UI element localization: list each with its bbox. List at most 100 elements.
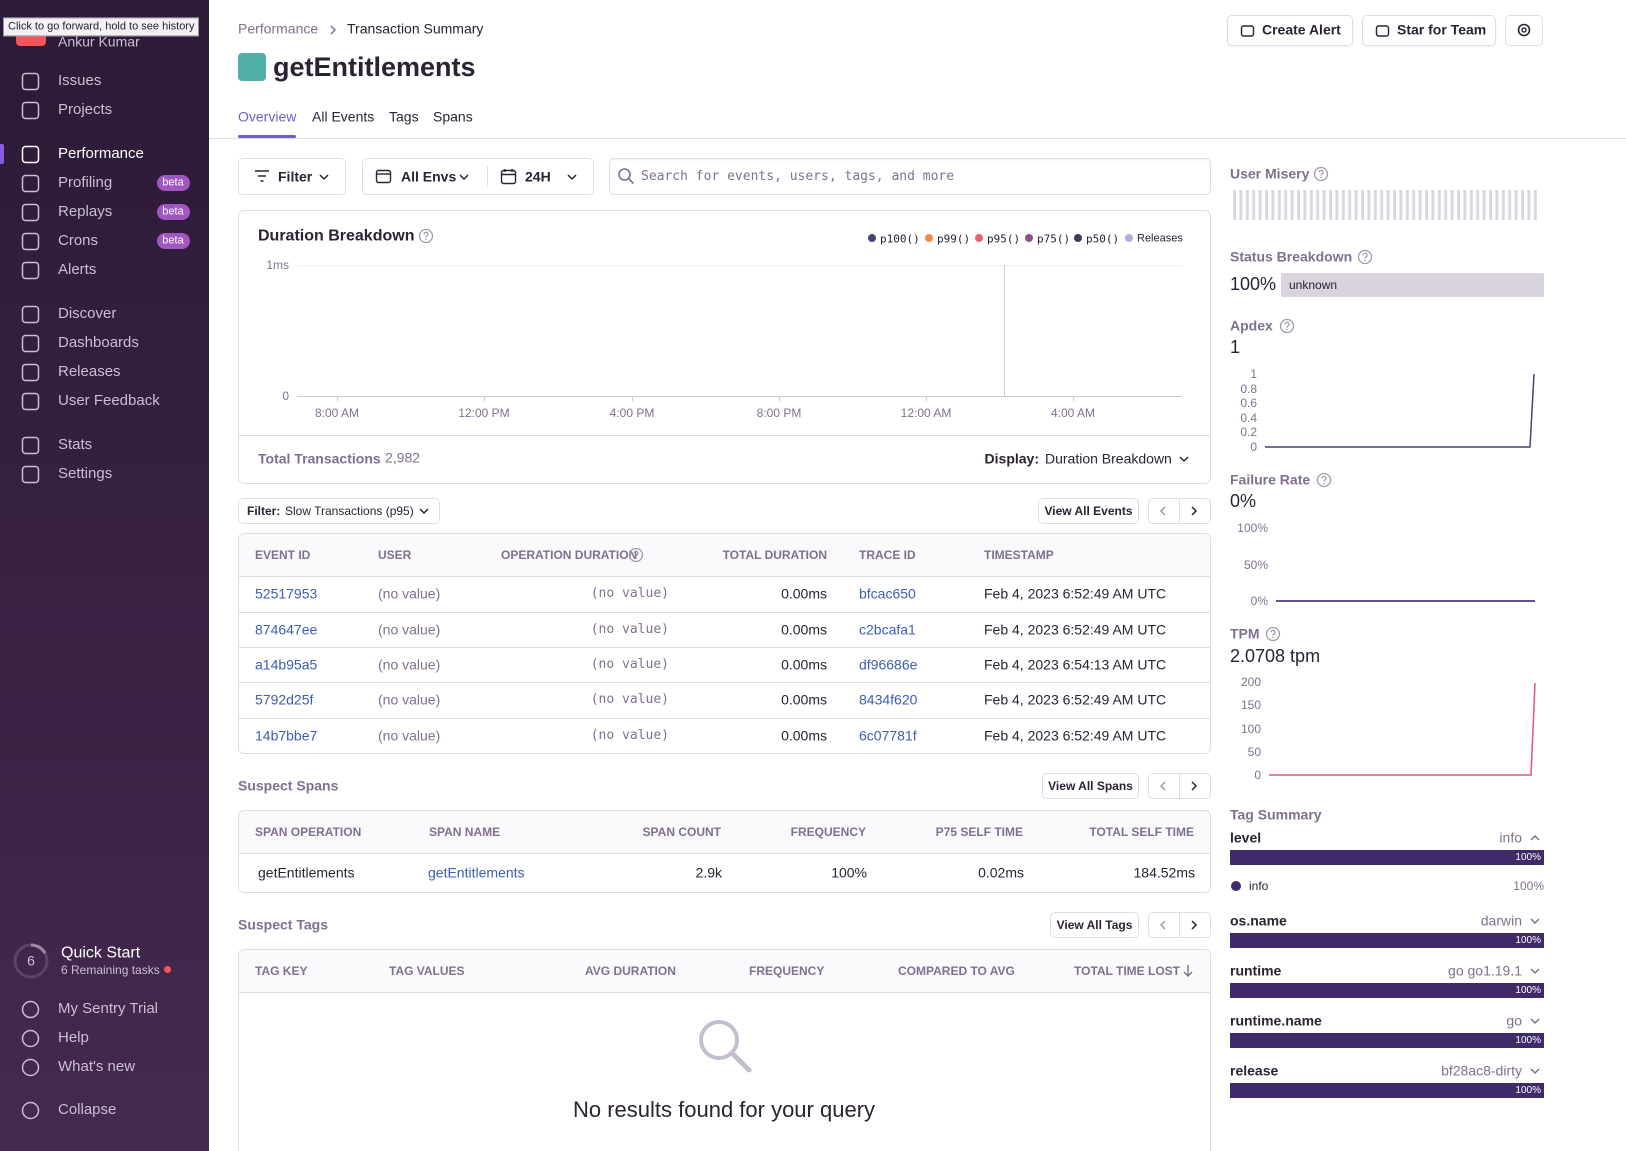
display-value[interactable]: Duration Breakdown <box>1045 450 1172 467</box>
footer-item[interactable]: My Sentry Trial <box>58 1000 159 1017</box>
help-icon <box>1316 472 1332 488</box>
footer-item[interactable]: Collapse <box>58 1101 117 1118</box>
table-link[interactable]: 8434f620 <box>859 691 918 708</box>
view-all-button[interactable] <box>1050 912 1139 938</box>
chevron-part <box>1530 834 1540 841</box>
nav-item[interactable]: Performance <box>58 145 144 162</box>
table-header: COMPARED TO AVG <box>898 963 1015 978</box>
legend-dot <box>925 234 933 242</box>
table-cell: 0.00ms <box>781 621 827 638</box>
nav-icon <box>21 101 40 120</box>
misery-bar-part <box>1239 190 1243 220</box>
footer-icon <box>21 1101 40 1120</box>
chevron-part <box>319 174 329 181</box>
nav-item[interactable]: Discover <box>58 305 117 322</box>
misery-bar-part <box>1412 190 1416 220</box>
tag-value[interactable]: darwin <box>1480 912 1522 929</box>
table-link[interactable]: 14b7bbe7 <box>255 727 318 744</box>
nav-item[interactable]: Replays <box>58 203 113 220</box>
nav-icon-part <box>21 334 40 353</box>
nav-item[interactable]: Releases <box>58 363 121 380</box>
table-link[interactable]: df96686e <box>859 656 918 673</box>
nav-icon-part <box>21 305 40 324</box>
quick-start-title[interactable]: Quick Start <box>61 944 141 962</box>
table-link[interactable]: 874647ee <box>255 621 318 638</box>
tab[interactable]: Spans <box>433 108 473 125</box>
nav-item[interactable]: Crons <box>58 232 99 249</box>
table-link[interactable]: getEntitlements <box>428 864 525 881</box>
table-header: FREQUENCY <box>790 824 866 839</box>
tab[interactable]: Overview <box>238 108 297 125</box>
calendar-icon-part <box>500 169 517 185</box>
nav-item[interactable]: Dashboards <box>58 334 139 351</box>
misery-bar-part <box>1469 190 1473 220</box>
chevron-part <box>1191 781 1198 791</box>
table-cell: 0.00ms <box>781 691 827 708</box>
events-header-bg <box>239 534 1210 577</box>
tpm-line-part <box>1269 682 1536 776</box>
table-cell: (no value) <box>590 692 669 708</box>
tag-value[interactable]: go go1.19.1 <box>1448 962 1522 979</box>
chevron-part <box>1159 781 1166 791</box>
footer-icon <box>21 1000 40 1019</box>
table-link[interactable]: 6c07781f <box>859 727 917 744</box>
events-filter[interactable] <box>238 498 440 524</box>
env-period-group[interactable] <box>362 158 594 195</box>
chevron <box>319 174 329 181</box>
tag-name: level <box>1230 829 1262 846</box>
table-header: OPERATION DURATION <box>501 547 638 562</box>
nav-item[interactable]: Settings <box>58 465 113 482</box>
tag-bar <box>1230 983 1544 998</box>
filter-button[interactable] <box>238 158 346 195</box>
help-icon-part <box>1279 318 1295 334</box>
empty-search-icon-part <box>699 1020 739 1060</box>
x-axis-label: 4:00 AM <box>1050 405 1096 420</box>
table-link[interactable]: a14b95a5 <box>255 656 318 673</box>
misery-bar-part <box>1508 190 1512 220</box>
nav-item[interactable]: Stats <box>58 436 93 453</box>
misery-bar-part <box>1354 190 1358 220</box>
settings-button[interactable] <box>1505 15 1543 46</box>
calendar-icon <box>500 169 517 185</box>
table-cell: 0.00ms <box>781 585 827 602</box>
x-tick <box>779 396 780 401</box>
table-header: TOTAL SELF TIME <box>1089 824 1194 839</box>
table-cell: (no value) <box>590 622 669 638</box>
footer-item[interactable]: Help <box>58 1029 89 1046</box>
mini-axis-label: 0.6 <box>1240 395 1257 410</box>
view-all-button[interactable] <box>1042 773 1139 799</box>
nav-item[interactable]: Projects <box>58 101 113 118</box>
help-icon-part <box>1321 475 1327 482</box>
misery-bar-part <box>1521 190 1524 220</box>
breadcrumb[interactable]: Performance <box>238 20 319 37</box>
chevron-part <box>1191 920 1198 930</box>
tag-value[interactable]: bf28ac8-dirty <box>1441 1062 1522 1079</box>
action-button[interactable] <box>1227 15 1353 46</box>
nav-item[interactable]: Alerts <box>58 261 97 278</box>
footer-item[interactable]: What's new <box>58 1058 136 1075</box>
chevron <box>1191 920 1198 930</box>
action-button[interactable] <box>1362 15 1496 46</box>
table-header: TRACE ID <box>859 547 916 562</box>
table-link[interactable]: 52517953 <box>255 585 318 602</box>
mini-axis-label: 200 <box>1240 674 1261 689</box>
filter-icon-part <box>255 170 269 182</box>
view-all-button[interactable] <box>1038 498 1139 524</box>
button-icon <box>1240 25 1255 37</box>
chevron-part <box>1530 968 1540 975</box>
panel-title: Failure Rate <box>1230 471 1311 488</box>
nav-item[interactable]: Issues <box>58 72 102 89</box>
tab[interactable]: All Events <box>312 108 375 125</box>
table-link[interactable]: bfcac650 <box>859 585 916 602</box>
search-box[interactable] <box>609 158 1211 195</box>
table-link[interactable]: 5792d25f <box>255 691 314 708</box>
chevron-part <box>419 508 429 515</box>
table-link[interactable]: c2bcafa1 <box>859 621 916 638</box>
tag-value[interactable]: go <box>1506 1012 1522 1029</box>
tag-bar <box>1230 850 1544 865</box>
nav-item[interactable]: Profiling <box>58 174 113 191</box>
nav-item[interactable]: User Feedback <box>58 392 160 409</box>
tag-value[interactable]: info <box>1499 829 1522 846</box>
misery-bar-part <box>1361 190 1364 220</box>
tab[interactable]: Tags <box>389 108 419 125</box>
